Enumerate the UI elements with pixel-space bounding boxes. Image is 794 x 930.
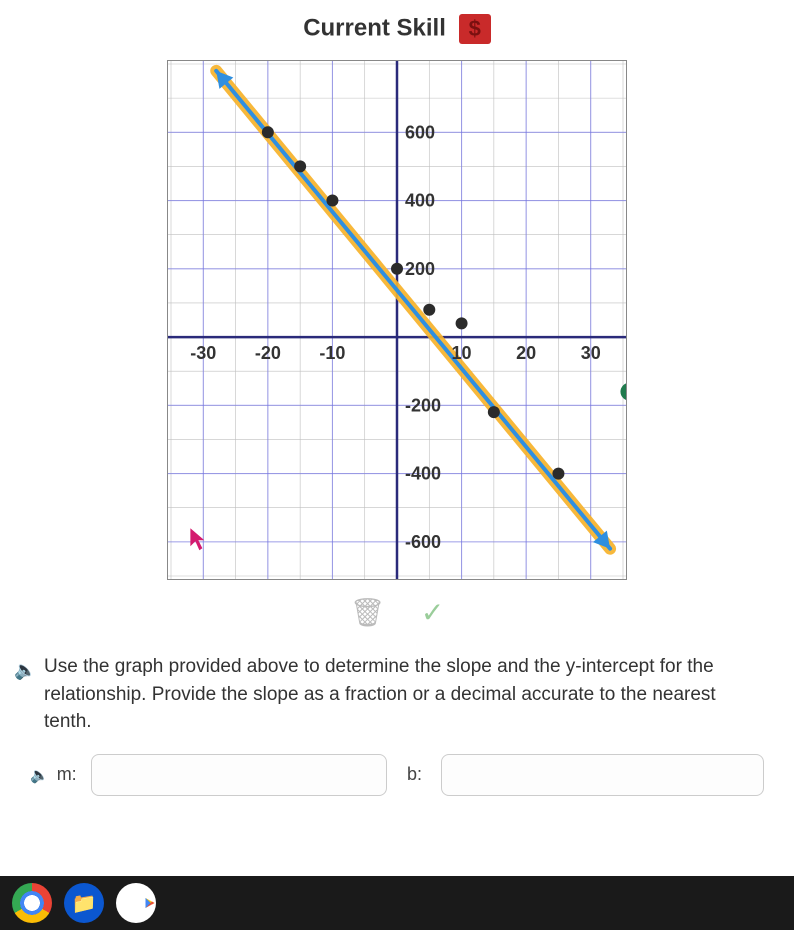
chrome-icon[interactable] [12,883,52,923]
question-block: 🔈 Use the graph provided above to determ… [0,643,794,754]
header-title: Current Skill [303,14,446,41]
b-label: b: [407,764,433,785]
speaker-icon[interactable]: 🔈 [14,657,36,683]
play-store-icon[interactable] [116,883,156,923]
question-text: Use the graph provided above to determin… [44,656,716,732]
svg-text:10: 10 [452,343,472,363]
chart-container: -30 -20 -10 10 20 30 -600 -400 -200 200 400 600 [0,54,794,590]
svg-text:-20: -20 [255,343,281,363]
page: Current Skill $ -30-20-10102030-600-400-… [0,0,794,930]
svg-text:400: 400 [405,191,435,211]
m-label: m: [57,764,83,785]
files-icon[interactable]: 📁 [64,883,104,923]
svg-text:20: 20 [516,343,536,363]
header: Current Skill $ [0,8,794,54]
b-input[interactable] [441,754,764,796]
taskbar: 📁 [0,876,794,930]
m-input[interactable] [91,754,387,796]
svg-text:200: 200 [405,259,435,279]
skill-badge: $ [459,14,491,44]
svg-text:-10: -10 [319,343,345,363]
answer-row: 🔈 m: b: [0,754,794,816]
svg-text:-600: -600 [405,532,441,552]
intercept-group: b: [407,754,764,796]
svg-text:-400: -400 [405,464,441,484]
svg-text:-200: -200 [405,395,441,415]
svg-text:-30: -30 [190,343,216,363]
slope-group: 🔈 m: [30,754,387,796]
svg-text:30: 30 [581,343,601,363]
speaker-icon[interactable]: 🔈 [30,766,49,784]
coordinate-graph[interactable]: -30 -20 -10 10 20 30 -600 -400 -200 200 400 600 [167,60,627,580]
trash-icon[interactable]: 🗑 [350,597,386,628]
check-icon[interactable]: ✓ [421,597,444,628]
graph-toolbar: 🗑 ✓ [0,590,794,643]
svg-text:600: 600 [405,122,435,142]
